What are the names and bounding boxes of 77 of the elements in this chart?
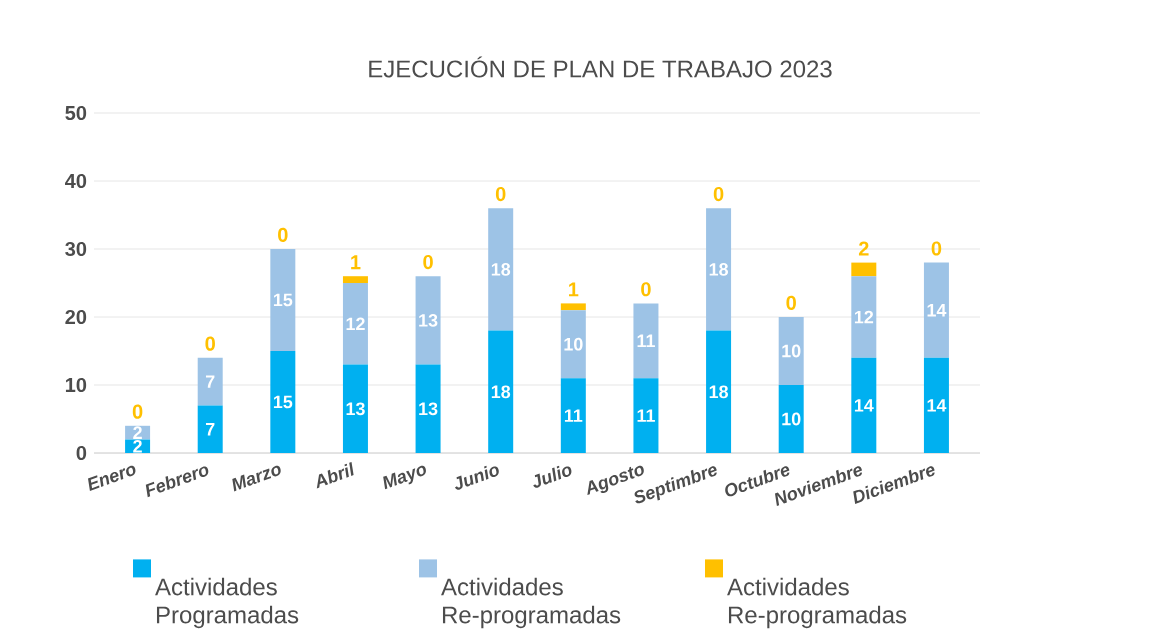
data-label: 15 [273,293,293,307]
data-label: 10 [564,337,583,351]
bar [706,330,732,453]
bar [197,405,223,453]
y-tick-label: 40 [65,173,87,189]
x-tick-label: Marzo [232,465,281,492]
data-label: 0 [423,254,433,270]
bar [633,378,659,453]
data-label: 14 [927,304,947,317]
x-tick-label: Mayo [383,465,426,490]
data-label: 15 [273,395,293,409]
bar [415,364,441,453]
data-label: 18 [709,385,729,399]
legend-label: Actividades Programadas [155,577,299,629]
data-label: 11 [637,409,655,422]
data-label: 7 [205,423,215,436]
data-label: 13 [346,402,365,416]
bar [560,303,586,311]
data-label: 2 [133,439,142,453]
bar [778,385,804,453]
y-tick-label: 30 [65,241,87,257]
bar [851,357,877,453]
data-label: 18 [709,263,729,276]
data-label: 18 [491,263,511,276]
y-tick-label: 10 [65,377,87,393]
data-label: 0 [278,227,288,242]
x-tick-label: Abril [316,461,354,489]
data-label: 0 [132,404,143,419]
data-label: 18 [491,385,511,399]
legend-label: Actividades Re-programadas [441,577,621,629]
data-label: 0 [786,295,796,310]
data-label: 14 [927,399,947,412]
data-label: 0 [205,336,215,351]
bar [270,351,296,453]
legend-label: Actividades Re-programadas [727,577,907,629]
data-label: 1 [351,255,361,270]
bar [923,357,949,453]
data-label: 12 [346,317,365,331]
bar [488,208,514,331]
data-label: 0 [713,186,724,202]
data-label: 0 [931,241,942,256]
bar [488,330,514,453]
data-label: 10 [782,412,801,426]
x-tick-label: Enero [88,465,136,492]
data-label: 7 [205,375,215,388]
y-tick-label: 50 [65,105,87,121]
data-label: 2 [133,426,142,439]
x-tick-label: Julio [533,465,572,488]
data-label: 2 [858,241,869,256]
bar [778,317,804,385]
bar [560,378,586,453]
data-label: 1 [569,282,579,297]
data-label: 10 [782,344,801,358]
data-label: 11 [564,409,583,422]
bar [923,262,949,358]
bar [342,364,368,453]
data-label: 14 [854,399,874,412]
data-label: 0 [495,186,506,202]
data-label: 13 [419,314,438,327]
bar [270,249,296,351]
bar [560,310,586,379]
y-tick-label: 20 [65,309,87,325]
data-label: 13 [419,402,438,416]
bar [197,357,223,406]
data-label: 0 [641,282,651,297]
x-tick-label: Junio [454,465,499,490]
bar [342,283,368,365]
bar [415,276,441,365]
chart-title: EJECUCIÓN DE PLAN DE TRABAJO 2023 [369,56,832,78]
bar [851,262,877,277]
bar [851,276,877,358]
data-label: 12 [854,310,874,324]
data-label: 11 [637,334,655,347]
bar [342,276,368,283]
bar [633,303,659,379]
y-tick-label: 0 [76,445,87,461]
bar [706,208,732,331]
